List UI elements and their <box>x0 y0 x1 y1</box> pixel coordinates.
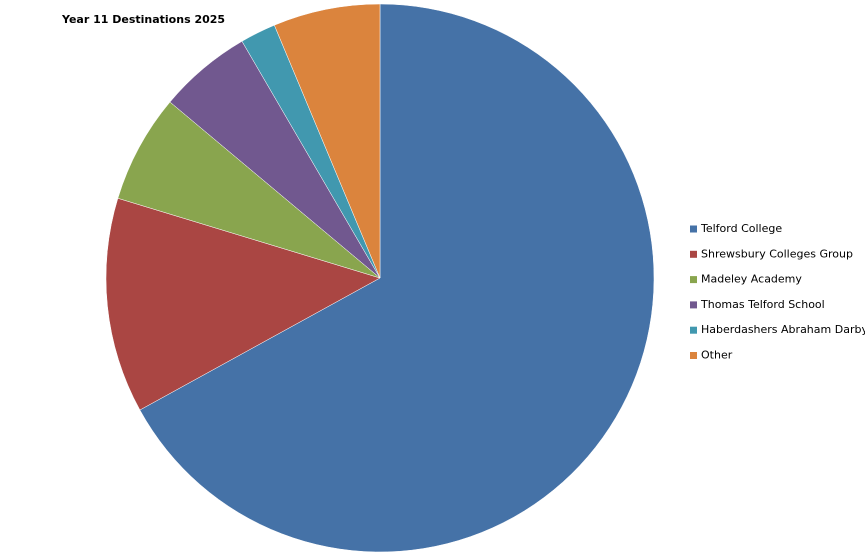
legend-label: Telford College <box>700 222 782 235</box>
legend-label: Madeley Academy <box>701 273 802 286</box>
legend-label: Other <box>701 349 733 362</box>
legend-label: Haberdashers Abraham Darby <box>701 323 865 336</box>
legend-swatch <box>690 225 697 233</box>
pie-slice <box>139 3 655 553</box>
legend-swatch <box>690 250 697 258</box>
legend-label: Thomas Telford School <box>700 298 825 311</box>
pie-slice <box>274 3 381 279</box>
chart-title: Year 11 Destinations 2025 <box>61 13 225 26</box>
pie-slice <box>105 197 381 411</box>
legend-swatch <box>690 326 697 334</box>
legend-swatch <box>690 301 697 309</box>
legend-swatch <box>690 352 697 359</box>
legend-label: Shrewsbury Colleges Group <box>701 247 853 260</box>
legend-swatch <box>690 276 697 284</box>
